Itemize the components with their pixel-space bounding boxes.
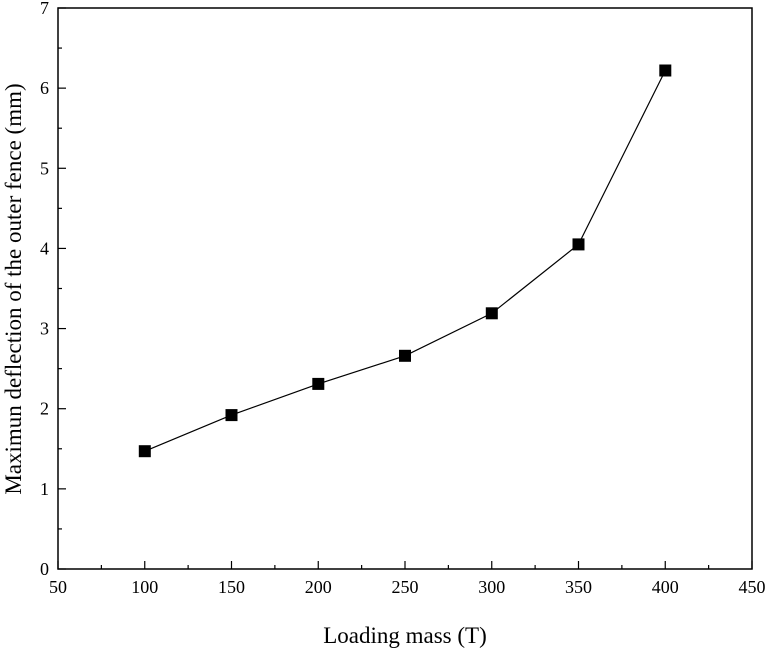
data-point: [659, 64, 672, 77]
x-tick-label: 150: [218, 577, 245, 597]
data-point: [485, 307, 498, 320]
x-tick-label: 350: [565, 577, 592, 597]
data-point: [572, 238, 585, 251]
x-axis-title: Loading mass (T): [323, 623, 487, 648]
y-tick-label: 7: [40, 0, 49, 18]
y-tick-label: 3: [40, 319, 49, 339]
plot-frame: [57, 7, 753, 570]
y-tick-label: 5: [40, 158, 49, 178]
x-tick-label: 400: [652, 577, 679, 597]
series-points: [138, 64, 672, 458]
data-point: [312, 377, 325, 390]
x-tick-label: 250: [392, 577, 419, 597]
x-tick-label: 450: [739, 577, 766, 597]
y-tick-label: 1: [40, 479, 49, 499]
x-tick-label: 50: [49, 577, 67, 597]
x-tick-label: 300: [478, 577, 505, 597]
y-tick-label: 2: [40, 399, 49, 419]
y-axis-title: Maximun deflection of the outer fence (m…: [1, 83, 26, 494]
data-point: [399, 349, 411, 362]
x-tick-label: 100: [131, 577, 158, 597]
y-tick-label: 0: [40, 559, 49, 579]
series-line: [144, 70, 666, 452]
y-tick-label: 6: [40, 78, 49, 98]
series-lines: [144, 70, 666, 452]
data-point: [138, 445, 151, 458]
y-tick-label: 4: [40, 238, 49, 258]
y-axis-ticks: 0 1 2 3 4 5 6 7: [40, 0, 66, 579]
x-tick-label: 200: [305, 577, 332, 597]
x-axis-ticks: 50 100 150 200 250 300 350 400 450: [49, 561, 766, 597]
data-point: [225, 409, 238, 422]
